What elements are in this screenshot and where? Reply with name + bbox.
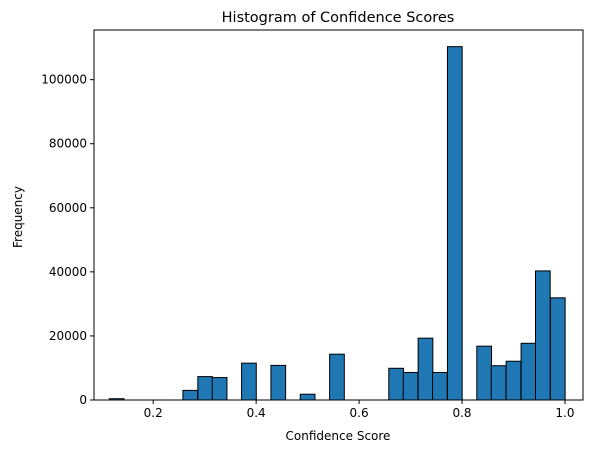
histogram-bar-15 [505, 360, 522, 401]
histogram-bar-3 [211, 377, 228, 401]
histogram-bar-4 [241, 362, 257, 401]
x-tick-label-3: 0.8 [452, 406, 471, 420]
bars-layer [108, 46, 566, 401]
y-tick-label-4: 80000 [49, 137, 87, 151]
histogram-bar-6 [299, 393, 316, 401]
histogram-bar-14 [490, 365, 507, 401]
y-tick-label-2: 40000 [49, 265, 87, 279]
x-tick-label-4: 1.0 [555, 406, 574, 420]
x-axis-label: Confidence Score [286, 429, 391, 443]
x-tick-label-2: 0.6 [350, 406, 369, 420]
x-tick-label-1: 0.4 [247, 406, 266, 420]
chart-title: Histogram of Confidence Scores [222, 10, 455, 26]
histogram-bar-2 [197, 376, 214, 401]
plot-frame [93, 29, 584, 401]
x-tick-label-0: 0.2 [144, 406, 163, 420]
histogram-bar-13 [476, 345, 493, 401]
histogram-bar-17 [534, 270, 551, 401]
y-axis-label: Frequency [11, 186, 25, 248]
histogram-bar-8 [388, 367, 405, 401]
y-tick-label-5: 100000 [41, 73, 87, 87]
histogram-bar-16 [520, 342, 537, 401]
ticks-layer: 0.2 0.4 0.6 0.8 1.0 0 20000 40000 60000 80000 1000… [41, 73, 574, 420]
y-tick-label-1: 20000 [49, 329, 87, 343]
y-tick-label-0: 0 [79, 393, 87, 407]
y-tick-label-3: 60000 [49, 201, 87, 215]
histogram-bar-11 [432, 371, 448, 401]
histogram-bar-5 [270, 364, 287, 401]
histogram-bar-10 [417, 337, 434, 401]
histogram-bar-1 [182, 389, 199, 401]
histogram-bar-12 [446, 46, 463, 401]
histogram-bar-7 [329, 353, 345, 401]
histogram-bar-9 [402, 371, 419, 401]
histogram-bar-18 [549, 297, 566, 401]
